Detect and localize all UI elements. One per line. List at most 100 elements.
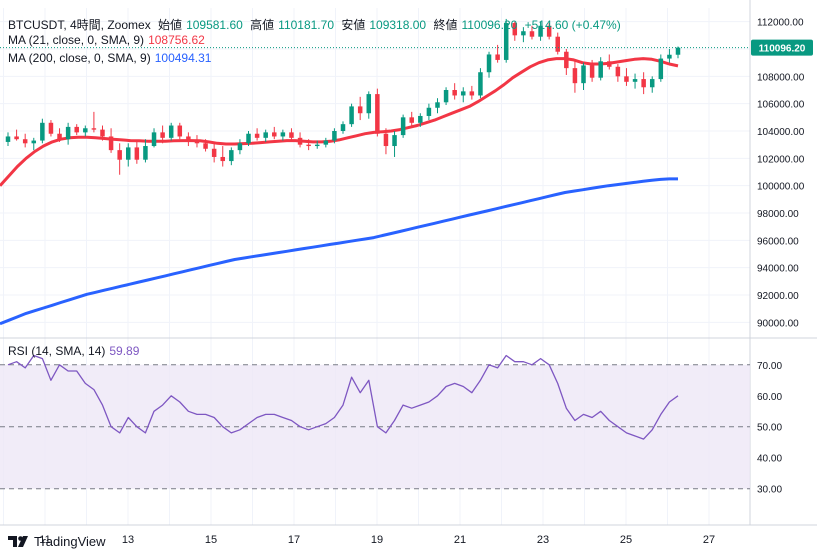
candle-down xyxy=(211,143,217,163)
candle-down xyxy=(409,111,414,127)
price-tick-label: 108000.00 xyxy=(757,72,805,83)
candle-body xyxy=(452,90,457,96)
candle-down xyxy=(297,132,303,148)
price-tick-label: 90000.00 xyxy=(757,318,799,329)
time-tick-label: 27 xyxy=(703,534,715,546)
candle-body xyxy=(289,132,294,138)
candle-down xyxy=(383,128,389,155)
candle-body xyxy=(589,65,595,78)
candle-up xyxy=(65,122,71,145)
candle-down xyxy=(22,133,28,148)
candle-body xyxy=(48,122,54,134)
candle-body xyxy=(134,147,140,160)
candle-body xyxy=(126,147,131,160)
candle-body xyxy=(31,140,37,144)
rsi-value: 59.89 xyxy=(109,344,140,358)
low-value: 109318.00 xyxy=(369,18,427,32)
candle-up xyxy=(675,46,681,59)
candle-up xyxy=(237,139,243,155)
tradingview-logo[interactable]: TradingView xyxy=(8,534,106,549)
ma21-label: MA (21, close, 0, SMA, 9) xyxy=(8,33,145,47)
close-value: 110096.20 xyxy=(461,18,518,32)
candle-up xyxy=(40,118,45,144)
candle-down xyxy=(272,126,277,140)
candle-body xyxy=(314,144,320,147)
candle-body xyxy=(564,51,569,69)
rsi-label: RSI (14, SMA, 14) xyxy=(8,344,106,358)
candle-body xyxy=(529,31,535,37)
candle-body xyxy=(177,125,183,137)
candle-body xyxy=(572,68,578,84)
candle-body xyxy=(357,106,363,114)
rsi-tick-label: 50.00 xyxy=(757,423,782,434)
candle-down xyxy=(452,83,457,100)
candle-up xyxy=(521,27,526,43)
ma200-value: 100494.31 xyxy=(154,51,212,65)
candle-body xyxy=(667,54,672,59)
candle-body xyxy=(349,106,354,125)
candle-down xyxy=(14,129,19,141)
candle-body xyxy=(332,131,337,141)
candle-down xyxy=(100,125,105,141)
candle-up xyxy=(667,49,672,63)
candle-body xyxy=(100,129,105,137)
candle-down xyxy=(529,25,535,40)
candle-body xyxy=(22,139,28,144)
candle-down xyxy=(194,135,200,148)
candle-body xyxy=(306,144,311,147)
candle-body xyxy=(366,94,372,114)
candle-body xyxy=(272,132,277,137)
candle-body xyxy=(83,128,88,133)
candle-body xyxy=(598,61,603,78)
candle-up xyxy=(246,131,251,147)
candle-down xyxy=(564,49,569,75)
candle-down xyxy=(186,132,191,147)
high-value: 110181.70 xyxy=(278,18,334,32)
candle-body xyxy=(14,136,19,140)
price-tick-label: 106000.00 xyxy=(757,100,805,111)
candle-up xyxy=(443,87,449,106)
time-tick-label: 19 xyxy=(371,534,383,546)
price-tick-label: 92000.00 xyxy=(757,291,799,302)
candle-up xyxy=(649,76,655,93)
price-tick-label: 94000.00 xyxy=(757,264,799,275)
candle-body xyxy=(478,72,483,96)
candle-body xyxy=(503,23,509,60)
candle-up xyxy=(478,68,483,99)
candle-body xyxy=(323,140,329,145)
candle-body xyxy=(461,91,466,96)
symbol-legend: BTCUSDT, 4時間, Zoomex 始値 109581.60 高値 11018… xyxy=(8,16,625,33)
candle-up xyxy=(400,114,406,138)
candle-down xyxy=(220,146,225,167)
candle-body xyxy=(546,25,552,37)
candle-up xyxy=(435,98,440,114)
candle-down xyxy=(589,59,595,82)
time-tick-label: 23 xyxy=(537,534,549,546)
candle-body xyxy=(615,66,621,77)
symbol-line: BTCUSDT, 4時間, Zoomex xyxy=(8,18,151,32)
candle-up xyxy=(143,139,148,163)
candle-body xyxy=(65,126,71,140)
candle-body xyxy=(151,132,157,147)
candle-down xyxy=(91,111,97,133)
price-tick-label: 104000.00 xyxy=(757,127,805,138)
close-label: 終値 xyxy=(433,18,458,32)
candle-down xyxy=(108,128,114,153)
candle-body xyxy=(143,146,148,160)
candle-down xyxy=(607,54,612,70)
candle-body xyxy=(211,148,217,157)
candle-up xyxy=(366,91,372,119)
candle-body xyxy=(418,115,423,123)
candle-down xyxy=(512,21,518,41)
candle-down xyxy=(134,141,140,164)
candle-up xyxy=(461,87,466,103)
open-value: 109581.60 xyxy=(186,18,243,32)
candle-up xyxy=(229,147,234,166)
candle-body xyxy=(40,122,45,141)
candle-down xyxy=(160,125,165,144)
candle-body xyxy=(675,47,681,55)
candle-body xyxy=(632,79,638,82)
candle-body xyxy=(237,143,243,151)
candle-down xyxy=(306,139,311,151)
